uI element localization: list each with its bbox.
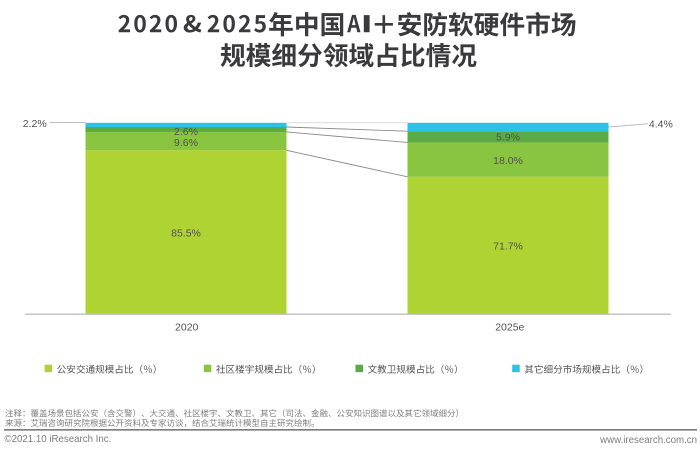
svg-text:2.6%: 2.6% [174,126,198,138]
svg-text:18.0%: 18.0% [493,155,523,167]
svg-text:2025e: 2025e [495,322,524,334]
svg-text:www.iresearch.com.cn: www.iresearch.com.cn [599,435,697,446]
svg-text:9.6%: 9.6% [174,137,198,149]
svg-text:71.7%: 71.7% [493,241,523,253]
svg-text:©2021.10 iResearch Inc.: ©2021.10 iResearch Inc. [5,434,112,445]
svg-text:4.4%: 4.4% [649,119,673,131]
svg-text:85.5%: 85.5% [171,228,201,240]
svg-text:5.9%: 5.9% [496,132,520,144]
svg-text:2020: 2020 [175,322,199,334]
svg-text:2.2%: 2.2% [23,118,47,130]
